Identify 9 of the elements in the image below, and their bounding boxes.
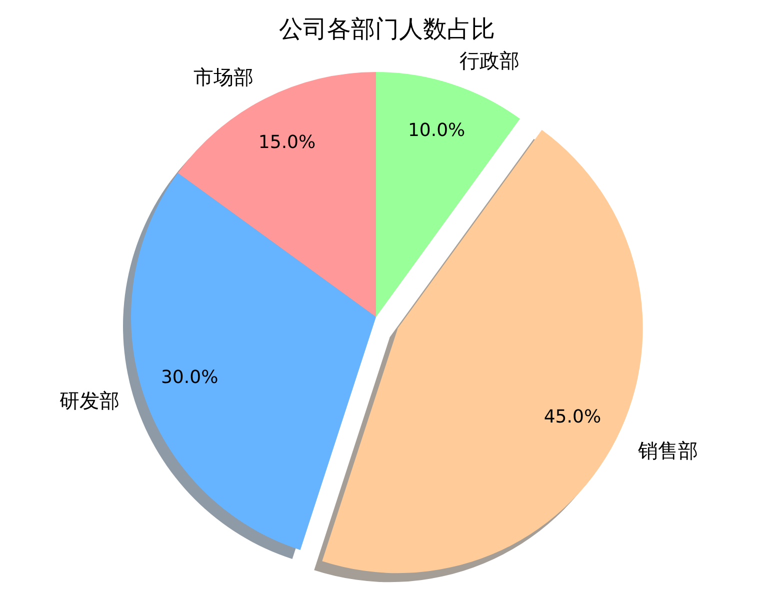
slice-label: 市场部 [194, 64, 254, 89]
data-label: 10.0% [408, 120, 466, 142]
slice-label: 销售部 [636, 438, 698, 462]
slice-label: 行政部 [459, 48, 520, 73]
data-label: 30.0% [161, 367, 218, 388]
data-label: 15.0% [258, 132, 316, 153]
data-label: 45.0% [544, 406, 602, 428]
slice-label: 研发部 [60, 388, 120, 412]
chart-title: 公司各部门人数占比 [279, 15, 495, 43]
